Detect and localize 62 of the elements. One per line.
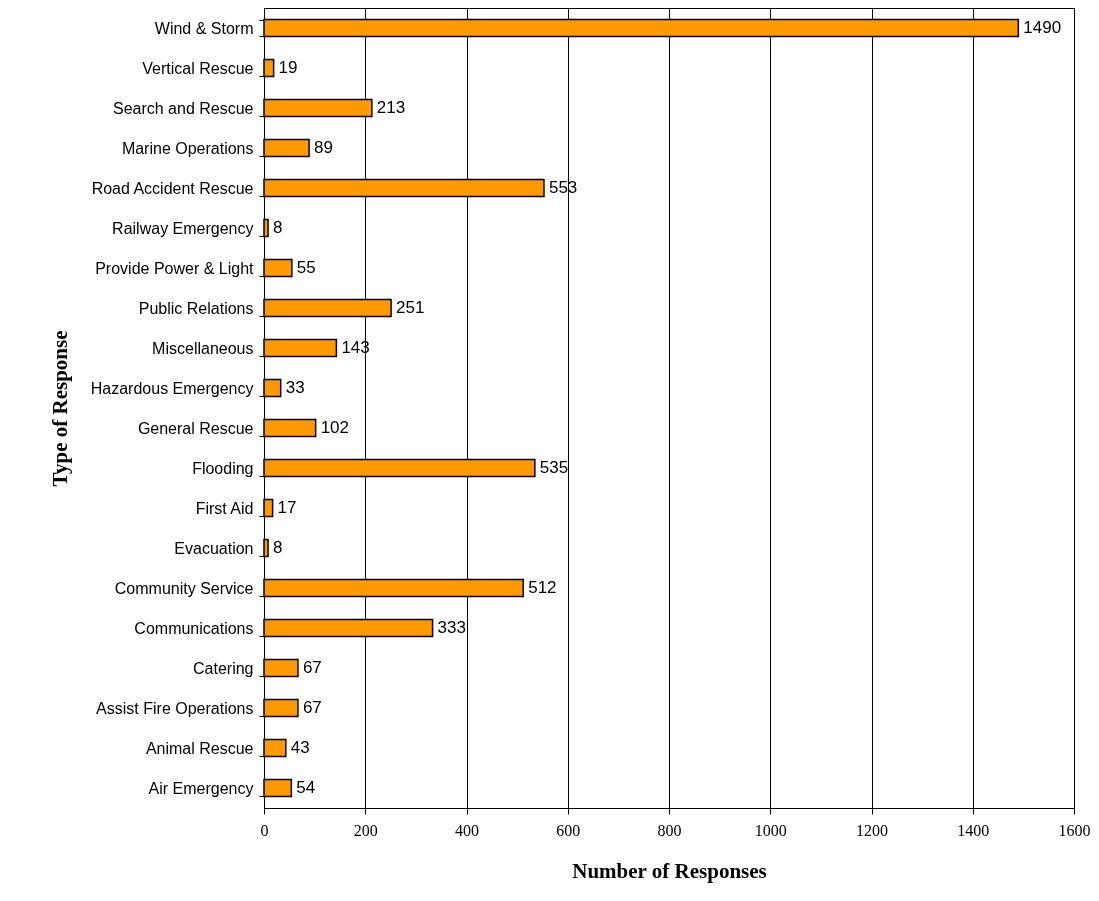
bar — [263, 218, 269, 238]
bar — [263, 138, 310, 158]
y-tick-label: Assist Fire Operations — [96, 699, 254, 717]
x-tick-label: 800 — [657, 821, 682, 839]
data-label: 67 — [302, 698, 322, 717]
y-tick-label: Flooding — [192, 459, 254, 477]
y-tick-label: Catering — [193, 659, 254, 677]
y-tick-label: Road Accident Rescue — [91, 179, 254, 197]
y-tick-label: Vertical Rescue — [142, 59, 254, 77]
data-label: 8 — [273, 218, 283, 237]
x-tick-label: 200 — [353, 821, 378, 839]
y-tick-label: Provide Power & Light — [95, 259, 255, 277]
data-label: 67 — [302, 658, 322, 677]
data-label: 213 — [376, 98, 406, 117]
y-tick-label: Search and Rescue — [112, 99, 254, 117]
x-tick-label: 1200 — [856, 821, 888, 839]
x-tick-label: 1600 — [1058, 821, 1091, 839]
data-label: 333 — [437, 618, 466, 637]
data-label: 54 — [296, 778, 316, 797]
y-tick-label: Air Emergency — [148, 779, 254, 797]
data-label: 17 — [277, 498, 297, 517]
bar — [263, 738, 287, 758]
y-tick-label: General Rescue — [137, 419, 254, 437]
x-tick-label: 0 — [260, 821, 269, 839]
x-tick-label: 400 — [455, 821, 479, 839]
y-tick-label: Railway Emergency — [112, 219, 254, 237]
y-tick-label: Hazardous Emergency — [90, 379, 254, 397]
x-tick-label: 1000 — [754, 821, 787, 839]
bar — [263, 418, 317, 438]
y-tick-label: Animal Rescue — [145, 739, 254, 757]
y-tick-label: Marine Operations — [121, 139, 254, 157]
bar — [263, 698, 299, 718]
bar — [263, 338, 338, 358]
data-label: 33 — [285, 378, 305, 397]
data-label: 102 — [320, 418, 350, 437]
bar — [263, 778, 293, 798]
y-tick-label: Miscellaneous — [152, 339, 254, 357]
x-axis-title: Number of Responses — [572, 858, 767, 883]
bar — [263, 538, 269, 558]
data-label: 89 — [314, 138, 333, 157]
y-axis-title: Type of Response — [47, 330, 72, 487]
data-label: 55 — [296, 258, 316, 277]
data-label: 512 — [528, 578, 557, 597]
bar — [263, 258, 293, 278]
y-tick-label: Evacuation — [174, 539, 254, 557]
y-tick-label: Communications — [134, 619, 254, 637]
data-label: 43 — [290, 738, 310, 757]
y-tick-label: Wind & Storm — [154, 19, 254, 37]
data-label: 535 — [539, 458, 569, 477]
x-tick-label: 600 — [556, 821, 581, 839]
y-tick-label: Community Service — [114, 579, 254, 597]
data-label: 251 — [396, 298, 425, 317]
bar — [263, 378, 282, 398]
data-label: 19 — [278, 58, 298, 77]
data-label: 8 — [273, 538, 283, 557]
y-tick-label: Public Relations — [138, 299, 254, 317]
bar — [263, 498, 274, 518]
x-tick-label: 1400 — [957, 821, 990, 839]
bar — [263, 658, 299, 678]
data-label: 1490 — [1023, 18, 1062, 37]
bar — [263, 58, 275, 78]
y-tick-label: First Aid — [195, 499, 254, 517]
